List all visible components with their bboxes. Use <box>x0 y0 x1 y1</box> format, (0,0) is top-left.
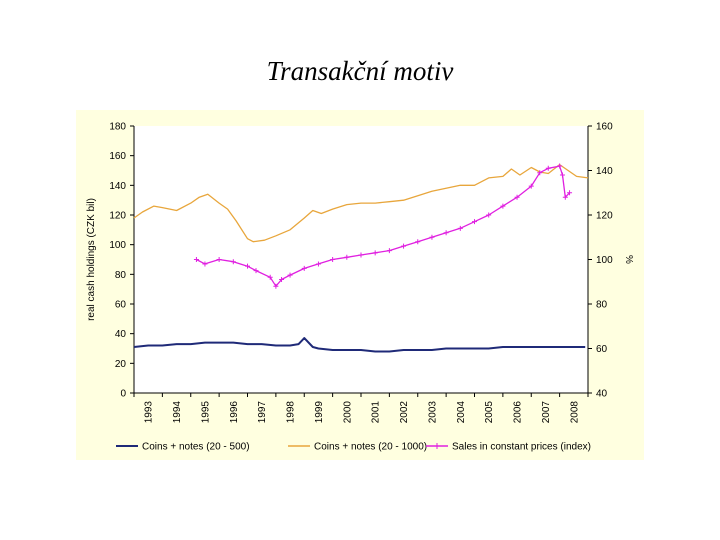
series-3-point <box>287 272 293 278</box>
series-3-point <box>472 219 477 225</box>
y-left-tick-label: 80 <box>115 270 127 281</box>
y-right-axis-title: % <box>623 255 634 264</box>
x-tick-label: 2002 <box>399 401 410 424</box>
x-tick-label: 1995 <box>200 401 211 424</box>
legend-label-1: Coins + notes (20 - 500) <box>142 442 250 453</box>
series-3-point <box>457 225 463 231</box>
x-tick-label: 2000 <box>342 401 353 424</box>
series-3-point <box>386 248 392 254</box>
x-tick-label: 1996 <box>229 401 240 424</box>
y-left-tick-label: 120 <box>109 211 126 222</box>
x-tick-label: 1998 <box>286 401 297 424</box>
series-3-point <box>528 183 534 189</box>
page-title: Transakční motiv <box>266 56 454 86</box>
series-3-point <box>401 243 407 249</box>
series-3-point <box>344 254 350 260</box>
series-3-point <box>301 265 307 271</box>
series-3-point <box>315 261 321 267</box>
series-3-point <box>216 257 222 262</box>
series-3-point <box>500 203 506 209</box>
series-3-point <box>279 277 285 283</box>
series-3-point <box>545 165 551 171</box>
series-3-point <box>273 283 279 289</box>
series-3-point <box>202 261 208 267</box>
series-3-point <box>557 163 563 169</box>
series-3-point <box>559 172 565 178</box>
series-3-point <box>372 250 378 256</box>
y-left-tick-label: 100 <box>109 240 126 251</box>
x-tick-label: 2007 <box>541 401 552 424</box>
x-tick-label: 2003 <box>427 401 438 424</box>
chart-panel: 0 20 40 60 80 100 120 140 160 180 40 60 80 100 120 140 1… <box>76 110 644 460</box>
y-left-tick-label: 160 <box>109 151 126 162</box>
series-3-point <box>567 190 573 196</box>
series-3-point <box>230 259 236 265</box>
chart-svg: 0 20 40 60 80 100 120 140 160 180 40 60 80 100 120 140 1… <box>76 110 644 460</box>
series-3-point <box>267 274 273 280</box>
series-3-point <box>358 252 364 258</box>
x-tick-label: 1999 <box>314 401 325 424</box>
y-left-tick-label: 0 <box>120 389 126 400</box>
y-right-tick-label: 40 <box>596 389 608 400</box>
series-line-2 <box>133 163 589 243</box>
plot-area <box>134 126 588 393</box>
x-tick-label: 2006 <box>513 401 524 424</box>
y-left-tick-label: 20 <box>115 359 127 370</box>
x-tick-label: 2005 <box>484 401 495 424</box>
y-left-tick-label: 180 <box>109 122 126 133</box>
series-3-point <box>193 257 199 262</box>
y-left-tick-label: 60 <box>115 300 127 311</box>
y-left-tick-label: 140 <box>109 181 126 192</box>
y-right-tick-label: 140 <box>596 166 613 177</box>
legend-label-2: Coins + notes (20 - 1000) <box>314 442 427 453</box>
y-right-tick-label: 100 <box>596 255 613 266</box>
y-left-axis-title: real cash holdings (CZK bil) <box>86 198 97 321</box>
x-tick-label: 2008 <box>569 401 580 424</box>
series-3-point <box>415 239 421 245</box>
y-right-tick-label: 80 <box>596 300 608 311</box>
y-left-tick-label: 40 <box>115 329 127 340</box>
series-3-point <box>330 257 336 262</box>
y-right-tick-label: 60 <box>596 344 608 355</box>
x-tick-label: 2004 <box>456 401 467 424</box>
series-3-point <box>253 268 259 274</box>
series-3-point <box>429 234 435 240</box>
x-tick-label: 2001 <box>371 401 382 424</box>
series-3-point <box>245 263 250 269</box>
y-right-tick-label: 160 <box>596 122 613 133</box>
series-3-point <box>443 230 449 236</box>
legend-marker-3 <box>434 443 440 449</box>
series-3-point <box>537 170 543 176</box>
series-3-point <box>514 194 520 200</box>
series-3-point <box>486 212 492 218</box>
x-tick-label: 1993 <box>144 401 155 424</box>
legend-label-3: Sales in constant prices (index) <box>452 442 591 453</box>
series-3-point <box>562 194 568 200</box>
y-right-tick-label: 120 <box>596 211 613 222</box>
x-tick-label: 1997 <box>257 401 268 424</box>
x-tick-label: 1994 <box>172 401 183 424</box>
series-line-1 <box>133 337 586 353</box>
